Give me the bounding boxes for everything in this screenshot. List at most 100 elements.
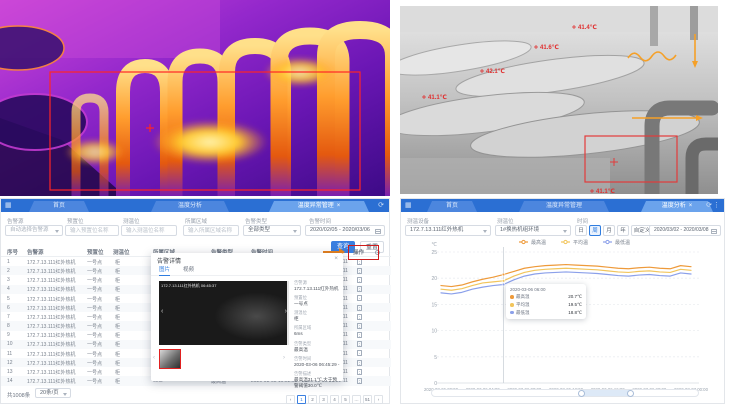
page-button[interactable]: 3: [319, 395, 328, 404]
tab-temperature-analysis[interactable]: 温度分析: [151, 201, 229, 212]
spot-select[interactable]: 1#换热机组环境: [495, 225, 571, 236]
device-select[interactable]: 172.7.13.111红外热机: [405, 225, 491, 236]
view-detail-icon[interactable]: [357, 368, 362, 375]
range-button-周[interactable]: 周: [589, 225, 601, 236]
table-cell: 172.7.13.111红外热机: [27, 379, 76, 386]
page-button[interactable]: ›: [374, 395, 383, 404]
tab-home[interactable]: 首页: [29, 201, 89, 212]
datazoom-window[interactable]: [582, 390, 630, 396]
tab-close-icon[interactable]: ×: [336, 203, 341, 209]
thermal-roi-rect: [49, 71, 361, 191]
filter-label-time: 告警时间: [309, 219, 332, 225]
view-detail-icon[interactable]: [357, 313, 362, 320]
calendar-icon: [375, 228, 381, 235]
svg-text:25: 25: [431, 250, 437, 256]
svg-text:最高温: 最高温: [531, 239, 546, 246]
chart-datazoom-slider[interactable]: [431, 389, 699, 397]
dialog-tab-video[interactable]: 视频: [183, 267, 195, 273]
table-cell: 172.7.13.111红外热机: [27, 268, 76, 275]
dialog-tab-image[interactable]: 图片: [159, 265, 171, 276]
table-cell: 4: [7, 286, 10, 293]
view-detail-icon[interactable]: [357, 276, 362, 283]
region-input[interactable]: [183, 225, 239, 236]
detail-value: 柜: [294, 316, 299, 322]
view-detail-icon[interactable]: [357, 378, 362, 385]
view-detail-icon[interactable]: [357, 304, 362, 311]
filter-label-device: 测温设备: [407, 219, 430, 225]
page-button[interactable]: …: [352, 395, 361, 404]
page-button[interactable]: 2: [308, 395, 317, 404]
tab-temperature-anomaly[interactable]: 温度异常管理: [519, 201, 609, 212]
view-detail-icon[interactable]: [357, 295, 362, 302]
table-cell: 柜: [115, 324, 121, 331]
table-cell: 柜: [115, 370, 121, 377]
tab-temperature-analysis[interactable]: 温度分析 ×: [641, 201, 713, 212]
snapshot-scrollbar[interactable]: [286, 281, 289, 345]
spot-input[interactable]: [121, 225, 177, 236]
menu-grid-icon[interactable]: ▦: [5, 202, 12, 209]
detail-label: 告警源: [294, 280, 307, 285]
alarm-source-select[interactable]: 自动选择告警源: [5, 225, 63, 236]
table-cell: 172.7.13.111红外热机: [27, 351, 76, 358]
page-button[interactable]: 5: [341, 395, 350, 404]
page-size-select[interactable]: 20条/页: [35, 388, 71, 398]
view-detail-icon[interactable]: [357, 332, 362, 339]
query-button[interactable]: 查询: [331, 241, 355, 253]
column-settings-icon[interactable]: [375, 249, 380, 255]
view-detail-icon[interactable]: [357, 322, 362, 329]
tab-temperature-anomaly[interactable]: 温度异常管理 ×: [269, 201, 369, 212]
menu-grid-icon[interactable]: ▦: [405, 202, 412, 209]
view-detail-icon[interactable]: [357, 286, 362, 293]
table-cell: 一号点: [87, 370, 103, 377]
view-detail-icon[interactable]: [357, 359, 362, 366]
alarm-date-range[interactable]: 2020/02/05 - 2020/03/06: [305, 225, 385, 236]
page-button[interactable]: ‹: [286, 395, 295, 404]
table-row: 14 172.7.13.111红外热机 一号点 柜 6ms 最高温 2020-03-05 1…: [1, 376, 391, 386]
tooltip-row: 最低温 18.8℃: [510, 310, 582, 316]
detail-field: 测温位柜: [294, 310, 340, 322]
page-button[interactable]: 51: [363, 395, 372, 404]
tab-home[interactable]: 首页: [427, 201, 477, 212]
range-button-月[interactable]: 月: [603, 225, 615, 236]
thumb-prev-icon[interactable]: ‹: [153, 355, 155, 361]
thermal-camera-image: [0, 0, 403, 196]
datazoom-handle-left[interactable]: [578, 389, 585, 397]
alarm-type-select[interactable]: 全部类型: [243, 225, 301, 236]
dialog-close-icon[interactable]: ×: [334, 255, 338, 262]
page-button[interactable]: 4: [330, 395, 339, 404]
range-button-年[interactable]: 年: [617, 225, 629, 236]
table-cell: 3: [7, 277, 10, 284]
carousel-next-icon[interactable]: ›: [285, 308, 287, 315]
tooltip-series-value: 20.7℃: [568, 294, 582, 299]
page-button[interactable]: 1: [297, 395, 306, 404]
view-detail-icon[interactable]: [357, 350, 362, 357]
thumbnail-selected[interactable]: [159, 349, 181, 369]
table-cell: 172.7.13.111红外热机: [27, 259, 76, 266]
table-cell: 172.7.13.111红外热机: [27, 370, 76, 377]
alarm-detail-dialog: 告警详情 × 图片 视频 172.7.13.111红外热机 06:45:37 ‹…: [151, 253, 343, 388]
table-cell: 一号点: [87, 278, 103, 285]
datazoom-handle-right[interactable]: [627, 389, 634, 397]
table-cell: 一号点: [87, 305, 103, 312]
more-icon[interactable]: ⋮: [713, 202, 720, 209]
detail-field: 告警类型 最高温: [294, 341, 340, 353]
table-cell: 一号点: [87, 324, 103, 331]
detail-label: 所属区域: [294, 325, 312, 331]
analysis-date-range[interactable]: 2020/03/02 - 2020/03/08: [649, 225, 721, 236]
filter-label-source: 告警源: [7, 219, 24, 225]
range-button-日[interactable]: 日: [575, 225, 587, 236]
view-detail-icon[interactable]: [357, 267, 362, 274]
annotation-red-box: [348, 245, 379, 260]
carousel-prev-icon[interactable]: ‹: [161, 308, 164, 315]
th-no: 序号: [7, 250, 19, 256]
tab-close-icon[interactable]: ×: [688, 203, 693, 209]
chevron-down-icon: [293, 230, 297, 233]
table-cell: 6: [7, 304, 10, 311]
refresh-icon[interactable]: ⟳: [706, 202, 712, 209]
preset-input[interactable]: [65, 225, 119, 236]
ir-roi-rect: [584, 135, 678, 183]
view-detail-icon[interactable]: [357, 341, 362, 348]
refresh-icon[interactable]: ⟳: [378, 202, 384, 209]
thumb-next-icon[interactable]: ›: [283, 355, 285, 361]
table-cell: 一号点: [87, 333, 103, 340]
